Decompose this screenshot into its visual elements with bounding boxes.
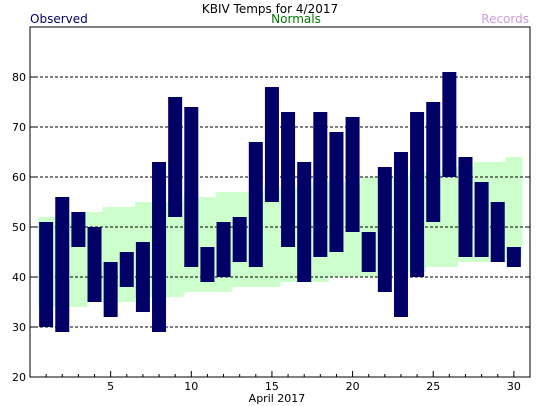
observed-bar-day-21 [361,232,376,272]
observed-bar-day-22 [377,167,392,292]
normal-range-day-26 [441,167,458,267]
x-axis-label: April 2017 [249,392,306,405]
observed-bars-layer [39,72,521,332]
observed-bar-day-19 [329,132,344,252]
observed-bar-day-23 [393,152,408,317]
observed-bar-day-14 [248,142,263,267]
plot-area: 20 30 40 50 60 70 80 5 10 15 20 25 30 [12,26,531,393]
x-tick-label-5: 5 [107,380,114,393]
observed-bar-day-7 [135,242,150,312]
y-tick-label-80: 80 [12,71,26,84]
legend-normals: Normals [271,12,321,26]
observed-bar-day-2 [55,197,70,332]
y-tick-label-30: 30 [12,321,26,334]
observed-bar-day-1 [39,222,54,327]
observed-bar-day-18 [313,112,328,257]
x-tick-label-25: 25 [426,380,440,393]
observed-bar-day-28 [474,182,489,257]
observed-bar-day-4 [87,227,102,302]
axis-layer: 20 30 40 50 60 70 80 5 10 15 20 25 30 [12,71,530,393]
observed-bar-day-29 [490,202,505,262]
y-tick-label-40: 40 [12,271,26,284]
plot-frame [29,26,531,378]
chart-title: KBIV Temps for 4/2017 [202,2,338,16]
observed-bar-day-16 [281,112,296,247]
observed-bar-day-6 [119,252,134,287]
observed-bar-day-11 [200,247,215,282]
x-tick-label-20: 20 [346,380,360,393]
normal-range-day-30 [505,157,523,257]
y-tick-label-70: 70 [12,121,26,134]
y-tick-label-50: 50 [12,221,26,234]
legend-records: Records [481,12,529,26]
observed-bar-day-24 [410,112,425,277]
x-tick-label-30: 30 [507,380,521,393]
y-tick-label-20: 20 [12,371,26,384]
normal-range-day-9 [167,202,184,297]
observed-bar-day-20 [345,117,360,232]
observed-bar-day-8 [152,162,167,332]
observed-bar-day-15 [264,87,279,202]
x-tick-label-15: 15 [265,380,279,393]
observed-bar-day-5 [103,262,118,317]
observed-bar-day-10 [184,107,199,267]
observed-bar-day-26 [442,72,457,177]
observed-bar-day-17 [297,162,312,282]
normal-range-day-15 [263,187,281,287]
legend-observed: Observed [30,12,88,26]
observed-bar-day-25 [426,102,441,222]
observed-bar-day-13 [232,217,247,262]
x-tick-label-10: 10 [184,380,198,393]
observed-bar-day-30 [506,247,521,267]
y-tick-label-60: 60 [12,171,26,184]
observed-bar-day-12 [216,222,231,277]
observed-bar-day-27 [458,157,473,257]
observed-bar-day-3 [71,212,86,247]
observed-bar-day-9 [168,97,183,217]
